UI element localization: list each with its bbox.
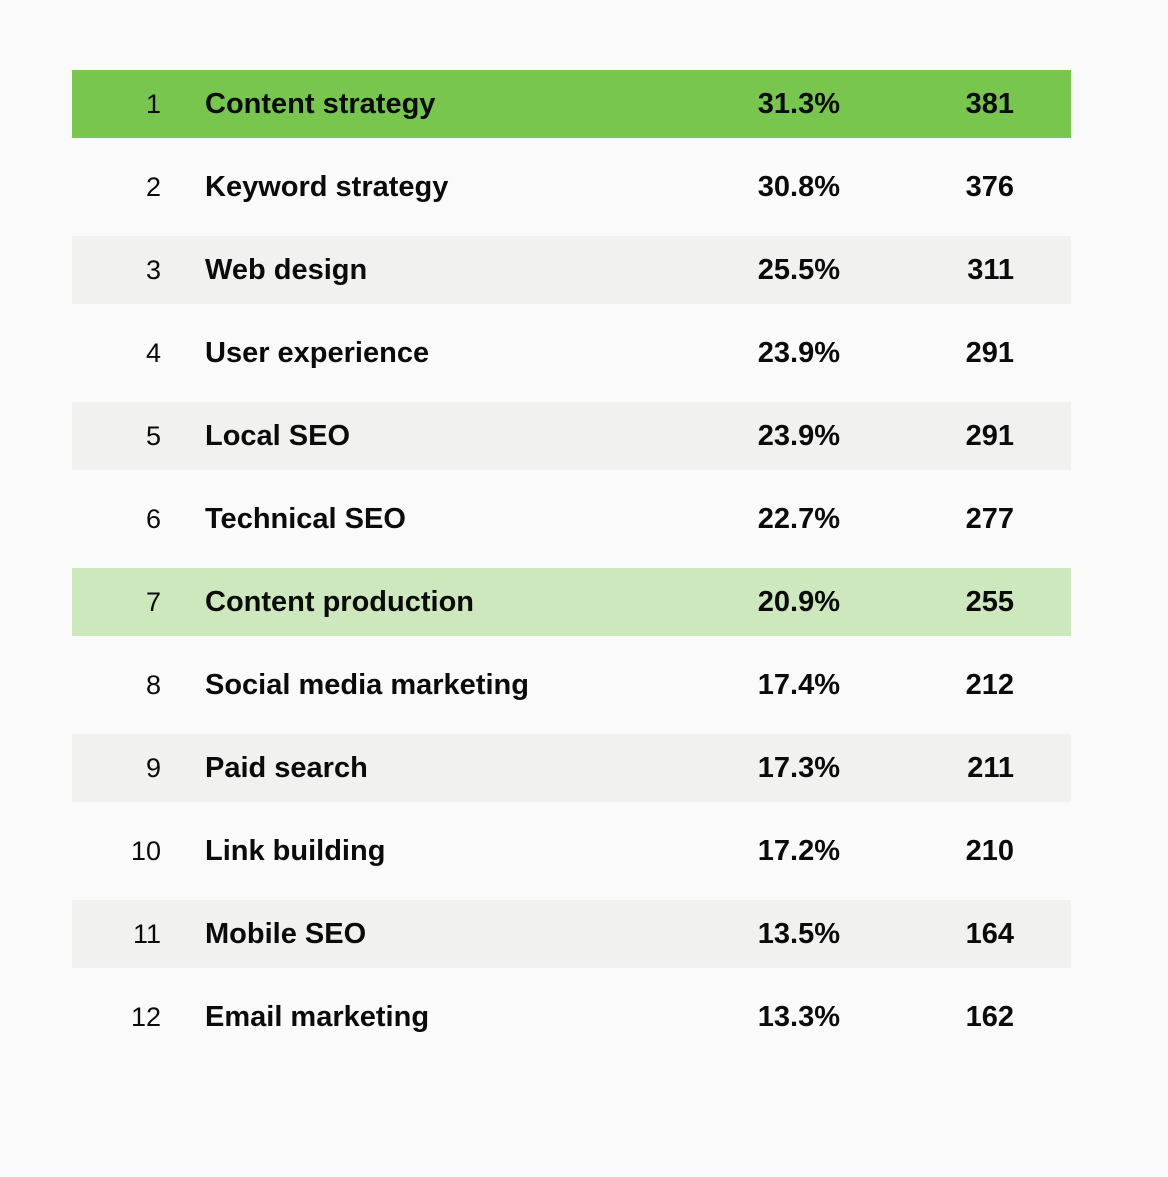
row-channel-label: Paid search [162,734,661,802]
row-count-value: 164 [841,900,1071,968]
row-channel-label: Social media marketing [205,668,529,701]
row-count-value: 212 [965,668,1014,701]
row-count-value: 277 [965,502,1014,535]
row-count-value: 255 [841,568,1071,636]
row-rank: 3 [72,236,162,304]
row-rank: 1 [72,70,162,138]
row-count-value: 376 [965,170,1014,203]
table-row: 9 Paid search 17.3% 211 [72,734,1071,802]
table-row: 8 Social media marketing 17.4% 212 [72,651,1071,719]
table-row: 12 Email marketing 13.3% 162 [72,983,1071,1051]
row-percent-value: 23.9% [661,402,841,470]
row-rank: 12 [130,1001,161,1032]
table-row: 6 Technical SEO 22.7% 277 [72,485,1071,553]
row-channel-label: Content strategy [162,70,661,138]
row-channel-label: Local SEO [162,402,661,470]
row-channel-label: Web design [162,236,661,304]
row-channel-label: Technical SEO [205,502,406,535]
row-rank: 5 [72,402,162,470]
row-rank: 11 [72,900,162,968]
row-rank: 4 [145,337,161,368]
row-count-value: 381 [841,70,1071,138]
row-rank: 6 [145,503,161,534]
row-percent-value: 17.3% [661,734,841,802]
row-rank: 10 [130,835,161,866]
row-percent-value: 17.2% [757,834,840,867]
row-count-value: 291 [841,402,1071,470]
table-row: 11 Mobile SEO 13.5% 164 [72,900,1071,968]
table-row: 7 Content production 20.9% 255 [72,568,1071,636]
table-row: 2 Keyword strategy 30.8% 376 [72,153,1071,221]
ranking-table: 1 Content strategy 31.3% 381 2 Keyword strate… [72,55,1071,1066]
row-percent-value: 13.5% [661,900,841,968]
row-channel-label: User experience [205,336,430,369]
table-row: 5 Local SEO 23.9% 291 [72,402,1071,470]
row-rank: 8 [145,669,161,700]
table-row: 1 Content strategy 31.3% 381 [72,70,1071,138]
row-percent-value: 31.3% [661,70,841,138]
ranking-table-body: 1 Content strategy 31.3% 381 2 Keyword strate… [72,70,1071,1051]
row-channel-label: Email marketing [205,1000,430,1033]
row-count-value: 211 [841,734,1071,802]
row-count-value: 311 [841,236,1071,304]
table-row: 3 Web design 25.5% 311 [72,236,1071,304]
row-percent-value: 25.5% [661,236,841,304]
row-percent-value: 30.8% [757,170,840,203]
row-channel-label: Keyword strategy [205,170,449,203]
row-rank: 2 [145,171,161,202]
table-row: 10 Link building 17.2% 210 [72,817,1071,885]
row-percent-value: 20.9% [661,568,841,636]
row-count-value: 291 [965,336,1014,369]
row-percent-value: 17.4% [757,668,840,701]
row-count-value: 210 [965,834,1014,867]
row-percent-value: 23.9% [757,336,840,369]
table-row: 4 User experience 23.9% 291 [72,319,1071,387]
row-rank: 7 [72,568,162,636]
row-channel-label: Link building [205,834,386,867]
row-percent-value: 13.3% [757,1000,840,1033]
row-count-value: 162 [965,1000,1014,1033]
row-channel-label: Content production [162,568,661,636]
row-rank: 9 [72,734,162,802]
row-percent-value: 22.7% [757,502,840,535]
row-channel-label: Mobile SEO [162,900,661,968]
